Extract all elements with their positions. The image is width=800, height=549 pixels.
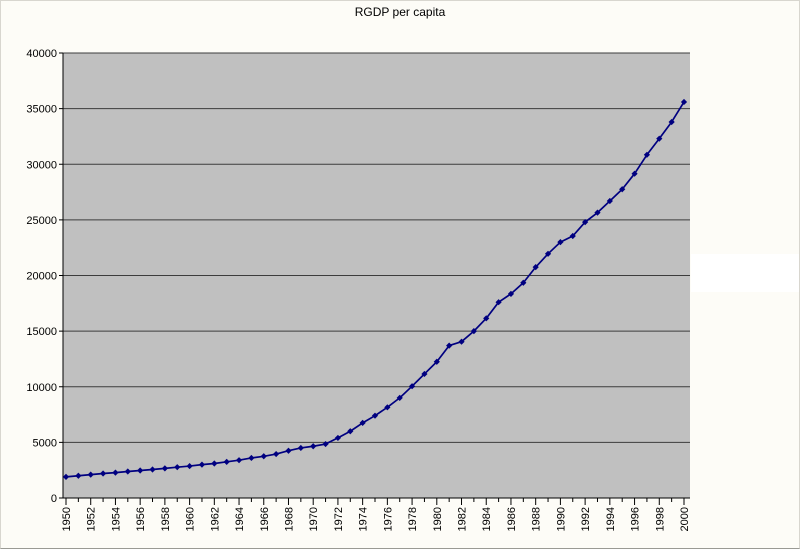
x-tick-label: 1988 [531,507,543,531]
x-tick-label: 1954 [110,507,122,531]
y-tick-label: 10000 [26,382,57,394]
x-tick-label: 1996 [630,507,642,531]
data-point [186,462,193,470]
x-tick-label: 1992 [580,507,592,531]
y-tick-label: 30000 [26,159,57,171]
data-point [495,299,502,306]
data-point [347,428,354,435]
x-tick-label: 1968 [283,507,295,531]
data-point [594,209,601,216]
data-point [297,444,304,452]
x-tick-label: 1976 [382,507,394,531]
x-tick-label: 1970 [308,507,320,531]
data-point [87,471,94,478]
data-point [384,404,391,411]
y-tick-label: 25000 [26,215,57,227]
data-point [507,290,515,297]
data-point [99,470,107,477]
data-point [334,434,342,442]
data-point [248,454,255,462]
data-point [161,465,168,472]
x-tick-label: 1998 [654,507,666,531]
x-tick-label: 1958 [160,507,172,531]
x-tick-label: 1978 [407,507,419,531]
data-point [619,186,626,193]
data-point [569,232,576,240]
data-point [112,469,119,476]
x-tick-label: 1960 [185,507,197,531]
data-point [470,328,477,335]
data-point [359,419,366,427]
x-tick-label: 1984 [481,507,493,531]
y-tick-label: 5000 [33,437,57,449]
artifact-white-band [691,254,799,292]
x-tick-label: 2000 [679,507,691,531]
x-tick-label: 1950 [61,507,73,531]
x-tick-label: 1982 [457,507,469,531]
data-point [446,342,453,349]
data-point [458,338,465,345]
x-tick-label: 1986 [506,507,518,531]
data-point [532,264,539,271]
data-point [322,440,329,448]
data-point [520,279,527,286]
y-tick-label: 35000 [26,104,57,116]
y-tick-label: 15000 [26,326,57,338]
data-point [124,468,131,475]
data-point [223,458,230,465]
data-point [235,457,243,464]
y-tick-label: 40000 [26,48,57,60]
data-point [643,151,651,158]
data-point [408,383,416,390]
x-tick-label: 1966 [259,507,271,531]
data-point [273,450,280,458]
data-point [396,394,403,401]
x-tick-label: 1980 [432,507,444,531]
y-tick-label: 0 [51,493,57,505]
data-point [174,464,181,471]
data-point [668,118,675,126]
data-point [260,453,267,460]
x-tick-label: 1990 [555,507,567,531]
data-point [421,370,428,378]
data-point [285,447,292,454]
data-point [211,460,218,467]
x-tick-label: 1962 [209,507,221,531]
data-point [198,461,206,468]
data-point [433,358,440,365]
data-point [75,472,82,479]
data-point [137,467,144,474]
x-tick-label: 1952 [86,507,98,531]
data-point [656,135,663,142]
data-point [631,170,638,177]
x-tick-label: 1964 [234,507,246,531]
x-tick-label: 1994 [605,507,617,531]
x-tick-label: 1956 [135,507,147,531]
x-tick-label: 1974 [358,507,370,531]
y-tick-label: 20000 [26,271,57,283]
x-tick-label: 1972 [333,507,345,531]
data-point [544,250,552,257]
data-point [582,219,589,226]
data-point [371,412,379,419]
data-point [310,443,317,450]
data-point [149,466,156,473]
chart-title: RGDP per capita [354,5,446,19]
data-point [606,197,613,205]
data-point [680,98,688,106]
data-point [557,239,564,246]
data-point [483,315,490,322]
